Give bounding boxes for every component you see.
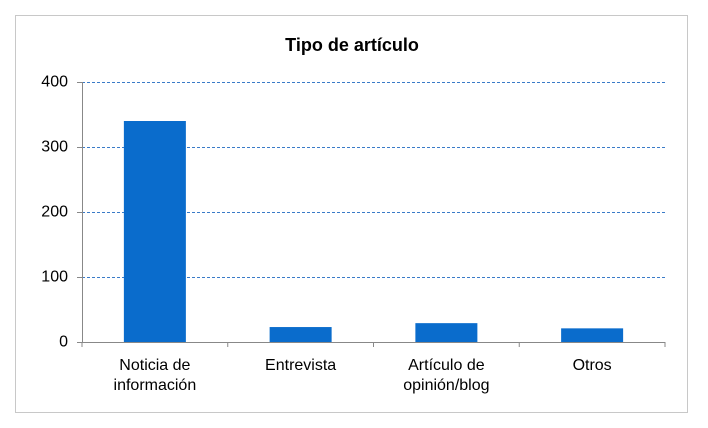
chart-title: Tipo de artículo [285, 35, 419, 55]
y-tick-label: 200 [41, 204, 68, 221]
y-tick-label: 400 [41, 74, 68, 91]
y-tick-label: 100 [41, 269, 68, 286]
x-tick-label: Noticia de información [113, 357, 197, 394]
y-tick-label: 300 [41, 139, 68, 156]
chart-border [15, 15, 688, 413]
x-tick-label: Otros [572, 357, 612, 374]
bar [415, 323, 478, 342]
bar [561, 328, 624, 342]
x-tick-label: Artículo de opinión/blog [403, 357, 490, 394]
y-tick-label: 0 [59, 334, 68, 351]
x-tick-label: Entrevista [265, 357, 337, 374]
bar [269, 327, 332, 342]
bar [123, 121, 186, 342]
